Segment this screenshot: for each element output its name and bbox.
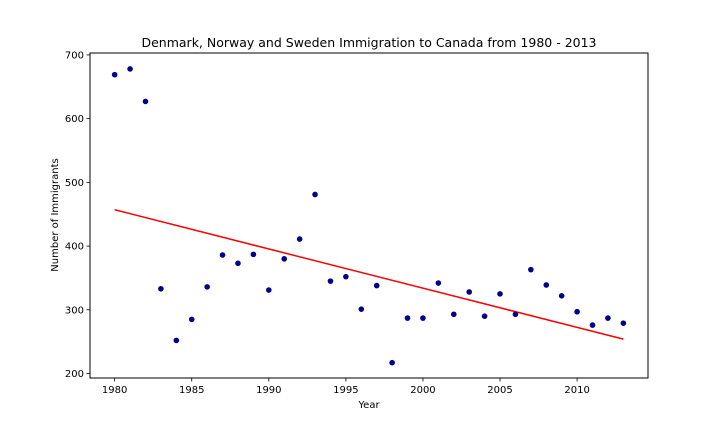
data-point	[389, 359, 395, 366]
data-point	[312, 191, 318, 198]
plot-area: 1980 1985 1990 1995 2000 2005 2010 200 300 400 500…	[65, 50, 649, 396]
data-point	[528, 266, 534, 273]
x-tick-label: 2000	[410, 385, 435, 396]
data-point	[266, 287, 272, 293]
data-point	[512, 311, 519, 318]
data-point	[281, 256, 288, 262]
y-tick-label: 500	[65, 178, 84, 189]
x-tick-label: 2010	[564, 385, 589, 396]
data-point	[296, 236, 303, 242]
chart-title: Denmark, Norway and Sweden Immigration t…	[141, 35, 596, 50]
y-tick-label: 400	[65, 242, 84, 253]
y-tick-label: 200	[65, 369, 84, 380]
data-point	[558, 292, 565, 299]
x-tick-label: 2005	[487, 385, 512, 396]
data-point	[574, 308, 580, 315]
data-point	[481, 313, 488, 319]
y-tick-label: 700	[65, 50, 84, 61]
data-point	[173, 337, 180, 344]
data-point	[497, 291, 503, 297]
data-point	[543, 282, 550, 288]
x-axis-label: Year	[357, 400, 380, 411]
data-point	[450, 311, 457, 318]
data-point	[158, 285, 164, 292]
trend-line	[114, 209, 624, 340]
data-point	[358, 306, 365, 312]
data-point	[435, 280, 442, 286]
data-point	[420, 315, 426, 321]
data-point	[327, 278, 334, 284]
data-point	[343, 273, 349, 280]
data-point	[605, 315, 611, 321]
data-point	[466, 289, 472, 295]
data-point	[188, 316, 195, 323]
data-point	[235, 260, 241, 267]
data-point	[250, 251, 257, 258]
data-point	[620, 320, 627, 326]
data-point	[111, 71, 118, 78]
y-tick-label: 300	[65, 305, 84, 316]
y-axis-label: Number of Immigrants	[50, 158, 61, 271]
axes-frame	[89, 52, 649, 379]
data-point	[142, 98, 149, 105]
data-point	[204, 284, 210, 290]
data-point	[373, 282, 380, 289]
y-tick-label: 600	[65, 114, 84, 125]
x-tick-label: 1995	[333, 385, 358, 396]
data-point	[219, 252, 226, 258]
data-point	[404, 315, 411, 321]
data-point	[127, 66, 133, 72]
x-tick-label: 1985	[179, 385, 204, 396]
x-tick-label: 1990	[256, 385, 281, 396]
x-tick-label: 1980	[102, 385, 127, 396]
data-point	[589, 322, 596, 328]
